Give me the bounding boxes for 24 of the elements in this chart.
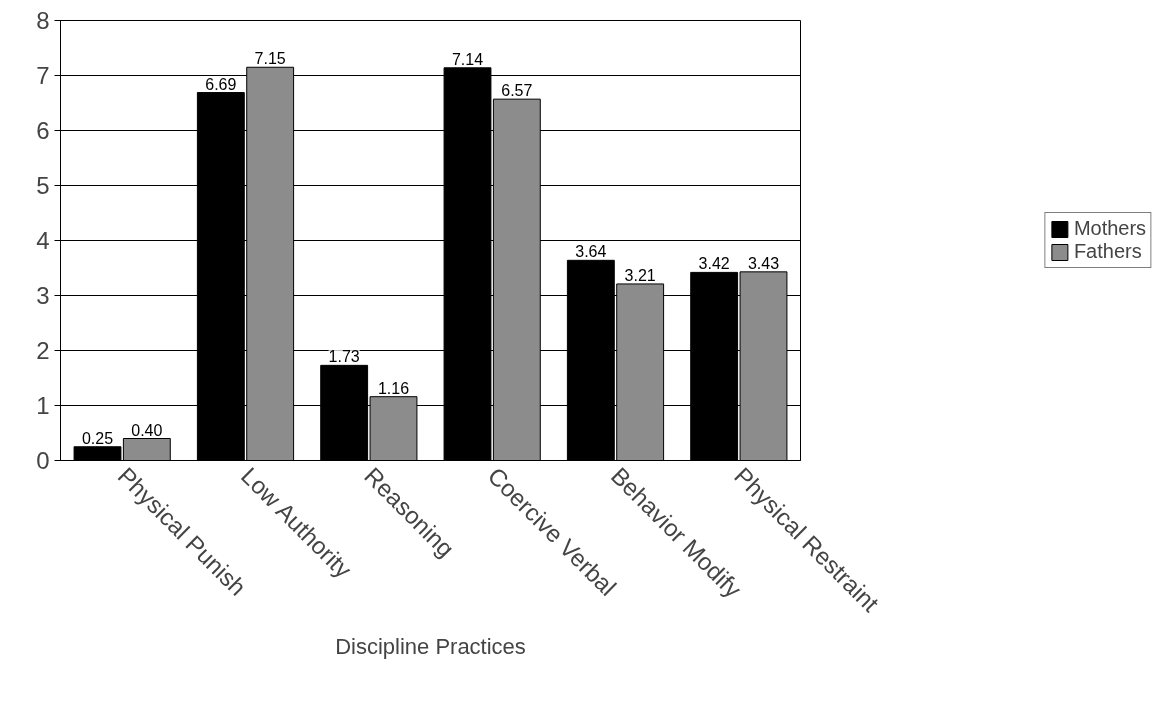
data-label: 1.16 xyxy=(377,379,410,397)
data-label: 3.21 xyxy=(624,266,656,284)
legend-label: Fathers xyxy=(1073,240,1142,263)
y-tick-label: 6 xyxy=(36,117,50,144)
data-label: 0.40 xyxy=(131,421,163,439)
y-tick-label: 0 xyxy=(36,447,50,474)
data-label: 3.64 xyxy=(575,243,607,261)
y-tick-label: 4 xyxy=(36,227,50,254)
data-label: 7.14 xyxy=(451,50,484,68)
data-label: 3.43 xyxy=(747,254,780,272)
x-axis-title: Discipline Practices xyxy=(335,634,526,660)
data-label: 1.73 xyxy=(328,348,360,366)
y-tick-label: 8 xyxy=(36,7,50,34)
y-tick-label: 1 xyxy=(36,392,50,419)
data-label: 7.15 xyxy=(254,50,286,68)
legend-label: Mothers xyxy=(1073,217,1147,240)
data-label: 0.25 xyxy=(81,429,114,447)
y-tick-label: 3 xyxy=(36,282,50,309)
y-tick-label: 5 xyxy=(36,172,50,199)
y-tick-label: 7 xyxy=(36,62,50,89)
data-label: 6.69 xyxy=(205,75,237,93)
data-label: 3.42 xyxy=(698,255,730,273)
data-label: 6.57 xyxy=(501,82,533,100)
y-tick-label: 2 xyxy=(36,337,50,364)
